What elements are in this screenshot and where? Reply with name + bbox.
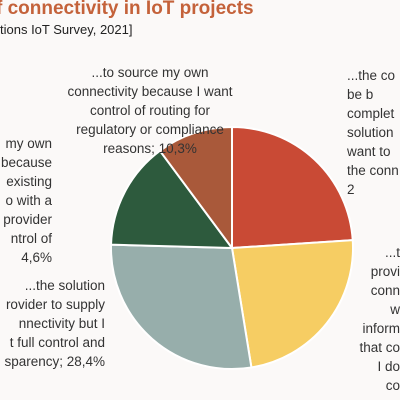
pie-slice-regulatory xyxy=(158,125,233,252)
slice-label-line: w xyxy=(390,302,400,317)
slice-label-line: 4,6% xyxy=(21,250,52,265)
slice-label-line: ...t xyxy=(384,245,400,260)
slice-label-line: o with a xyxy=(5,193,52,208)
slice-label-line: my own xyxy=(5,136,52,151)
pie-slice-routing xyxy=(231,125,354,250)
slice-label-routing: ...the co be b complet solution want to the c… xyxy=(347,66,399,199)
slice-label-line: the conn xyxy=(347,163,399,178)
slice-label-line: regulatory or compliance xyxy=(76,122,224,137)
slice-label-line: 2 xyxy=(347,182,355,197)
slice-label-solution-provider: ...the solution rovider to supply nnectivi… xyxy=(0,276,105,371)
slice-label-line: want to xyxy=(347,144,391,159)
slice-label-line: t full control and xyxy=(9,335,105,350)
slice-label-line: sparency; 28,4% xyxy=(4,354,105,369)
slice-label-line: provider xyxy=(3,212,52,227)
slice-label-line: ...the co xyxy=(347,68,396,83)
chart-title: f connectivity in IoT projects xyxy=(0,0,254,19)
slice-label-line: ...the solution xyxy=(24,278,105,293)
chart-subtitle: tions IoT Survey, 2021] xyxy=(0,22,133,37)
slice-label-line: complet xyxy=(347,106,395,121)
slice-label-line: connectivity because I want xyxy=(67,84,233,99)
slice-label-regulatory: ...to source my own connectivity because … xyxy=(30,63,270,158)
pie-slice-information xyxy=(230,239,354,369)
slice-label-line: be b xyxy=(347,87,374,102)
slice-label-line: that co xyxy=(359,340,400,355)
slice-label-line: reasons; 10,3% xyxy=(103,141,197,156)
slice-label-line: solution xyxy=(347,125,394,140)
slice-label-existing-provider: my own because existing o with a provider ntr… xyxy=(0,134,52,267)
slice-label-line: conn xyxy=(370,283,400,298)
pie-slice-existing-provider xyxy=(110,149,235,250)
slice-label-line: ntrol of xyxy=(10,231,52,246)
pie-slice-solution-provider xyxy=(110,243,253,370)
slice-label-line: provi xyxy=(370,264,400,279)
slice-label-line: ...to source my own xyxy=(91,65,209,80)
slice-label-line: nnectivity but I xyxy=(18,316,105,331)
slice-label-line: control of routing for xyxy=(89,103,211,118)
slice-label-line: inform xyxy=(362,321,400,336)
slice-label-line: I do xyxy=(377,359,400,374)
slice-label-line: co xyxy=(385,378,400,393)
slice-label-line: rovider to supply xyxy=(5,297,105,312)
slice-label-line: existing xyxy=(6,174,52,189)
slice-label-information: ...t provi conn w inform that co I do co xyxy=(339,243,400,395)
slice-label-line: because xyxy=(0,155,52,170)
